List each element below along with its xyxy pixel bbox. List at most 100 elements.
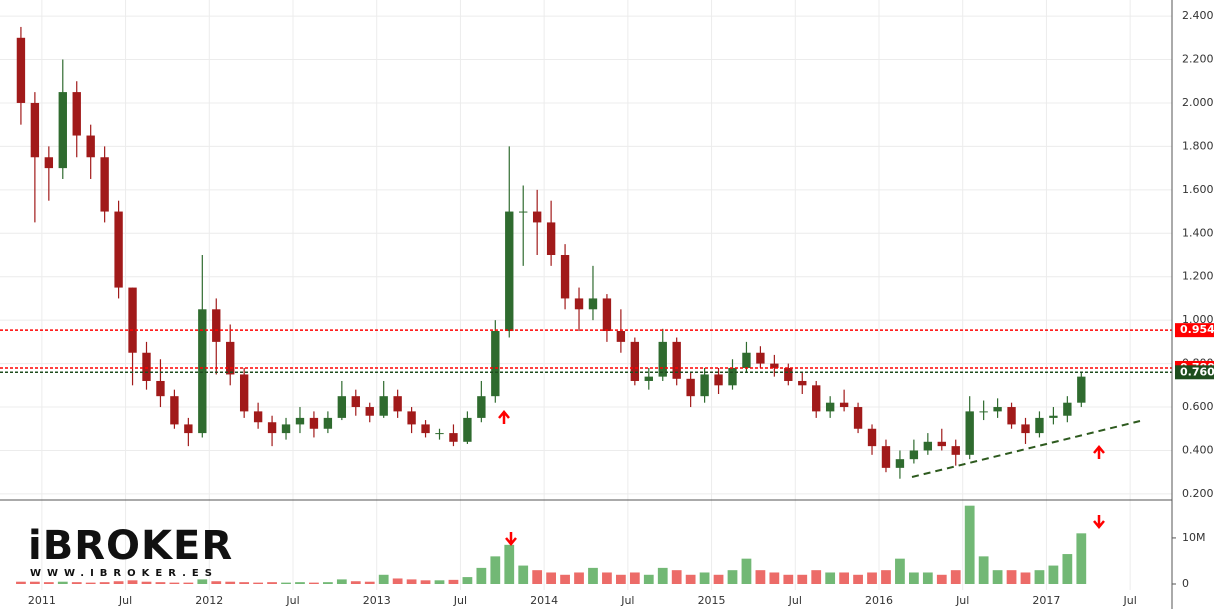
arrow-down	[1093, 515, 1105, 529]
volume-bar	[322, 582, 333, 584]
volume-bar	[713, 574, 724, 584]
volume-bar	[1020, 572, 1031, 584]
candle-body	[519, 211, 528, 213]
volume-bar	[839, 572, 850, 584]
volume-bar	[155, 582, 166, 584]
candle-body	[923, 441, 933, 451]
trend-line	[911, 420, 1141, 478]
volume-bar	[978, 556, 989, 584]
x-tick-label: Jul	[1123, 594, 1137, 607]
candle-body	[421, 424, 430, 434]
volume-bar	[574, 572, 584, 584]
candle-body	[532, 211, 542, 223]
y-tick-label: 2.200	[1182, 53, 1214, 66]
volume-bar	[755, 570, 766, 584]
volume-bar	[57, 581, 68, 584]
volume-bar	[309, 582, 319, 584]
candle-body	[546, 222, 556, 255]
candle-body	[379, 396, 388, 416]
volume-bar	[546, 572, 557, 584]
volume-bar	[378, 574, 389, 584]
candle-body	[226, 341, 235, 375]
candle-body	[505, 211, 514, 332]
logo-site: WWW.IBROKER.ES	[30, 568, 218, 579]
volume-bar	[811, 570, 822, 584]
volume-bar	[141, 581, 152, 584]
candle-body	[100, 157, 109, 212]
volume-bar	[936, 574, 947, 584]
candle-body	[309, 417, 319, 429]
volume-bar	[225, 581, 236, 584]
volume-bar	[629, 572, 640, 584]
volume-bar	[867, 572, 877, 584]
candle-body	[784, 367, 793, 381]
x-tick-label: 2014	[530, 594, 558, 607]
x-tick-label: Jul	[285, 594, 299, 607]
volume-bar	[392, 578, 403, 584]
volume-bar	[615, 574, 626, 584]
candle-body	[114, 211, 123, 288]
candle-body	[700, 374, 709, 397]
candle-body	[560, 254, 570, 299]
candle-body	[491, 331, 500, 397]
plot	[0, 26, 1172, 584]
y-tick-label: 10M	[1182, 531, 1206, 544]
candle-body	[839, 402, 849, 408]
x-tick-label: 2012	[195, 594, 223, 607]
volume-bar	[239, 582, 250, 584]
level-label: 0.760	[1180, 365, 1214, 378]
candle-body	[58, 92, 67, 169]
candle-body	[658, 341, 667, 377]
volume-bar	[169, 582, 180, 584]
volume-bar	[643, 574, 654, 584]
x-tick-label: Jul	[118, 594, 132, 607]
volume-bar	[671, 570, 682, 584]
candle-body	[714, 374, 723, 386]
candle-body	[86, 135, 95, 158]
volume-bar	[1062, 554, 1073, 584]
volume-bar	[504, 544, 515, 584]
candle-body	[170, 396, 179, 425]
volume-bar	[602, 572, 612, 584]
volume-bar	[364, 581, 375, 584]
candle-body	[728, 367, 737, 386]
volume-bar	[560, 574, 570, 584]
arrow-up	[1093, 445, 1105, 459]
candle-body	[16, 37, 26, 103]
volume-bar	[197, 579, 208, 584]
x-tick-label: 2015	[698, 594, 726, 607]
volume-bar	[350, 581, 361, 584]
candle-body	[295, 417, 305, 425]
volume-bar	[1048, 565, 1059, 584]
volume-bar	[895, 558, 905, 584]
volume-bar	[699, 572, 710, 584]
volume-bar	[950, 570, 961, 584]
candle-body	[1021, 424, 1030, 434]
volume-bar	[532, 570, 543, 584]
candle-body	[198, 309, 207, 434]
candle-body	[686, 378, 695, 397]
candle-body	[825, 402, 835, 412]
x-tick-label: 2013	[363, 594, 391, 607]
x-tick-label: 2011	[28, 594, 56, 607]
volume-bar	[881, 570, 891, 584]
volume-bar	[490, 556, 501, 584]
y-tick-label: 2.400	[1182, 9, 1214, 22]
candle-body	[937, 441, 946, 447]
candle-body	[128, 287, 137, 353]
candle-body	[44, 157, 54, 169]
volume-bar	[85, 582, 96, 584]
volume-bar	[783, 574, 794, 584]
candle-body	[616, 331, 626, 342]
volume-bar	[1006, 570, 1017, 584]
candle-body	[1063, 402, 1072, 416]
x-tick-label: Jul	[788, 594, 802, 607]
candle-body	[337, 396, 347, 418]
candle-body	[184, 424, 193, 434]
candle-body	[156, 380, 165, 397]
volume-bar	[183, 582, 194, 584]
y-tick-label: 2.000	[1182, 96, 1214, 109]
volume-bar	[434, 580, 445, 584]
volume-bar	[727, 570, 738, 584]
candle-body	[770, 363, 779, 368]
